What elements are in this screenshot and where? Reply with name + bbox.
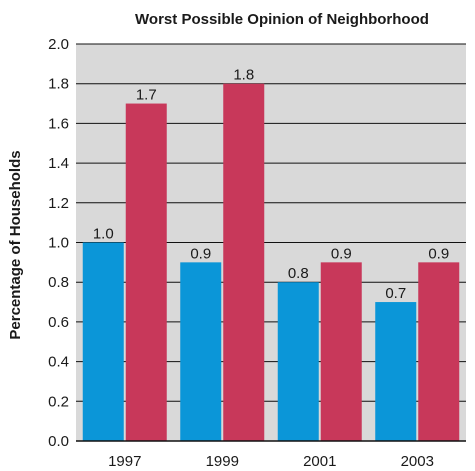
bar: [223, 83, 265, 441]
y-tick-label: 0.0: [48, 433, 69, 450]
y-tick-label: 1.2: [48, 195, 69, 212]
y-tick-label: 0.2: [48, 393, 69, 410]
bar: [82, 242, 124, 441]
data-label: 1.0: [93, 226, 114, 243]
y-tick-label: 0.6: [48, 314, 69, 331]
chart-title: Worst Possible Opinion of Neighborhood: [135, 11, 429, 28]
y-tick-label: 1.4: [48, 155, 69, 172]
bars: [82, 83, 460, 442]
y-tick-label: 1.6: [48, 115, 69, 132]
y-tick-label: 0.4: [48, 354, 69, 371]
bar: [180, 262, 222, 441]
bar: [375, 302, 417, 441]
y-tick-label: 2.0: [48, 36, 69, 53]
bar: [125, 103, 167, 442]
bar: [277, 282, 319, 441]
data-label: 1.8: [233, 67, 254, 84]
y-tick-label: 0.8: [48, 274, 69, 291]
data-label: 0.8: [288, 265, 309, 282]
x-tick-label: 2001: [303, 453, 336, 470]
data-label: 0.9: [428, 245, 449, 262]
data-labels: 1.0 1.7 0.9 1.8 0.8 0.9 0.7 0.9: [93, 67, 449, 302]
y-tick-label: 1.8: [48, 76, 69, 93]
x-tick-label: 2003: [401, 453, 434, 470]
x-tick-label: 1997: [108, 453, 141, 470]
x-tick-label: 1999: [206, 453, 239, 470]
y-axis-label: Percentage of Households: [7, 150, 24, 339]
bar: [320, 262, 362, 441]
data-label: 0.9: [190, 245, 211, 262]
y-tick-label: 1.0: [48, 235, 69, 252]
y-axis-ticks: 0.0 0.2 0.4 0.6 0.8 1.0 1.2 1.4 1.6 1.8 2.0: [48, 36, 69, 450]
data-label: 0.9: [331, 245, 352, 262]
x-axis-ticks: 1997 1999 2001 2003: [108, 453, 434, 470]
data-label: 0.7: [385, 285, 406, 302]
data-label: 1.7: [136, 87, 157, 104]
bar: [418, 262, 460, 441]
